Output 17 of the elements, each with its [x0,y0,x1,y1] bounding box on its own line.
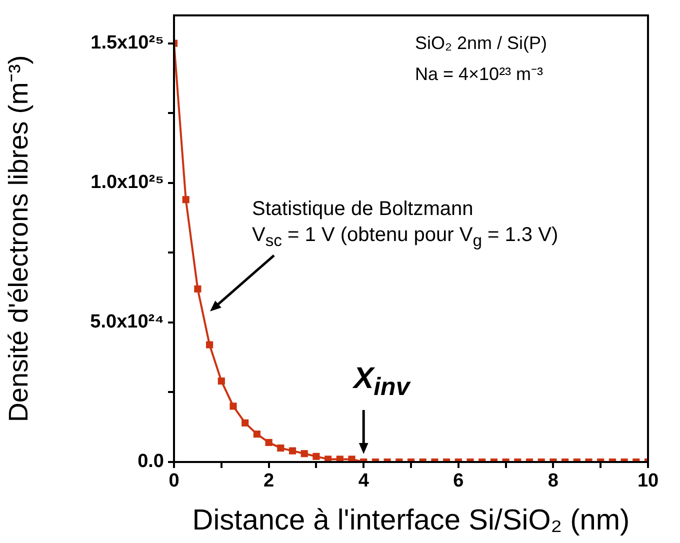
annotation: SiO₂ 2nm / Si(P) [415,33,548,54]
x-tick-label: 4 [358,470,370,492]
y-tick-label: 1.0x10²⁵ [90,172,164,194]
x-tick-label: 10 [637,470,659,492]
annotation: Na = 4×10²³ m⁻³ [415,63,544,86]
y-tick-label: 5.0x10²⁴ [90,312,164,333]
annotation: V$_{sc}$ = 1 V (obtenu pour V$_{g}$ = 1.3 V) [252,224,558,252]
y-tick-label: 0.0 [138,451,164,472]
annotation: Statistique de Boltzmann [252,198,474,222]
x-tick-label: 0 [168,470,180,492]
x-tick-label: 2 [264,470,274,492]
y-tick-label: 1.5x10²⁵ [90,32,164,54]
y-axis-title: Densité d'électrons libres (m⁻³) [4,55,34,422]
annotation: X$_{inv}$ [354,362,410,402]
x-tick-label: 6 [453,470,464,492]
x-tick-label: 8 [548,470,558,492]
x-axis-title: Distance à l'interface Si/SiO₂ (nm) [192,504,630,537]
